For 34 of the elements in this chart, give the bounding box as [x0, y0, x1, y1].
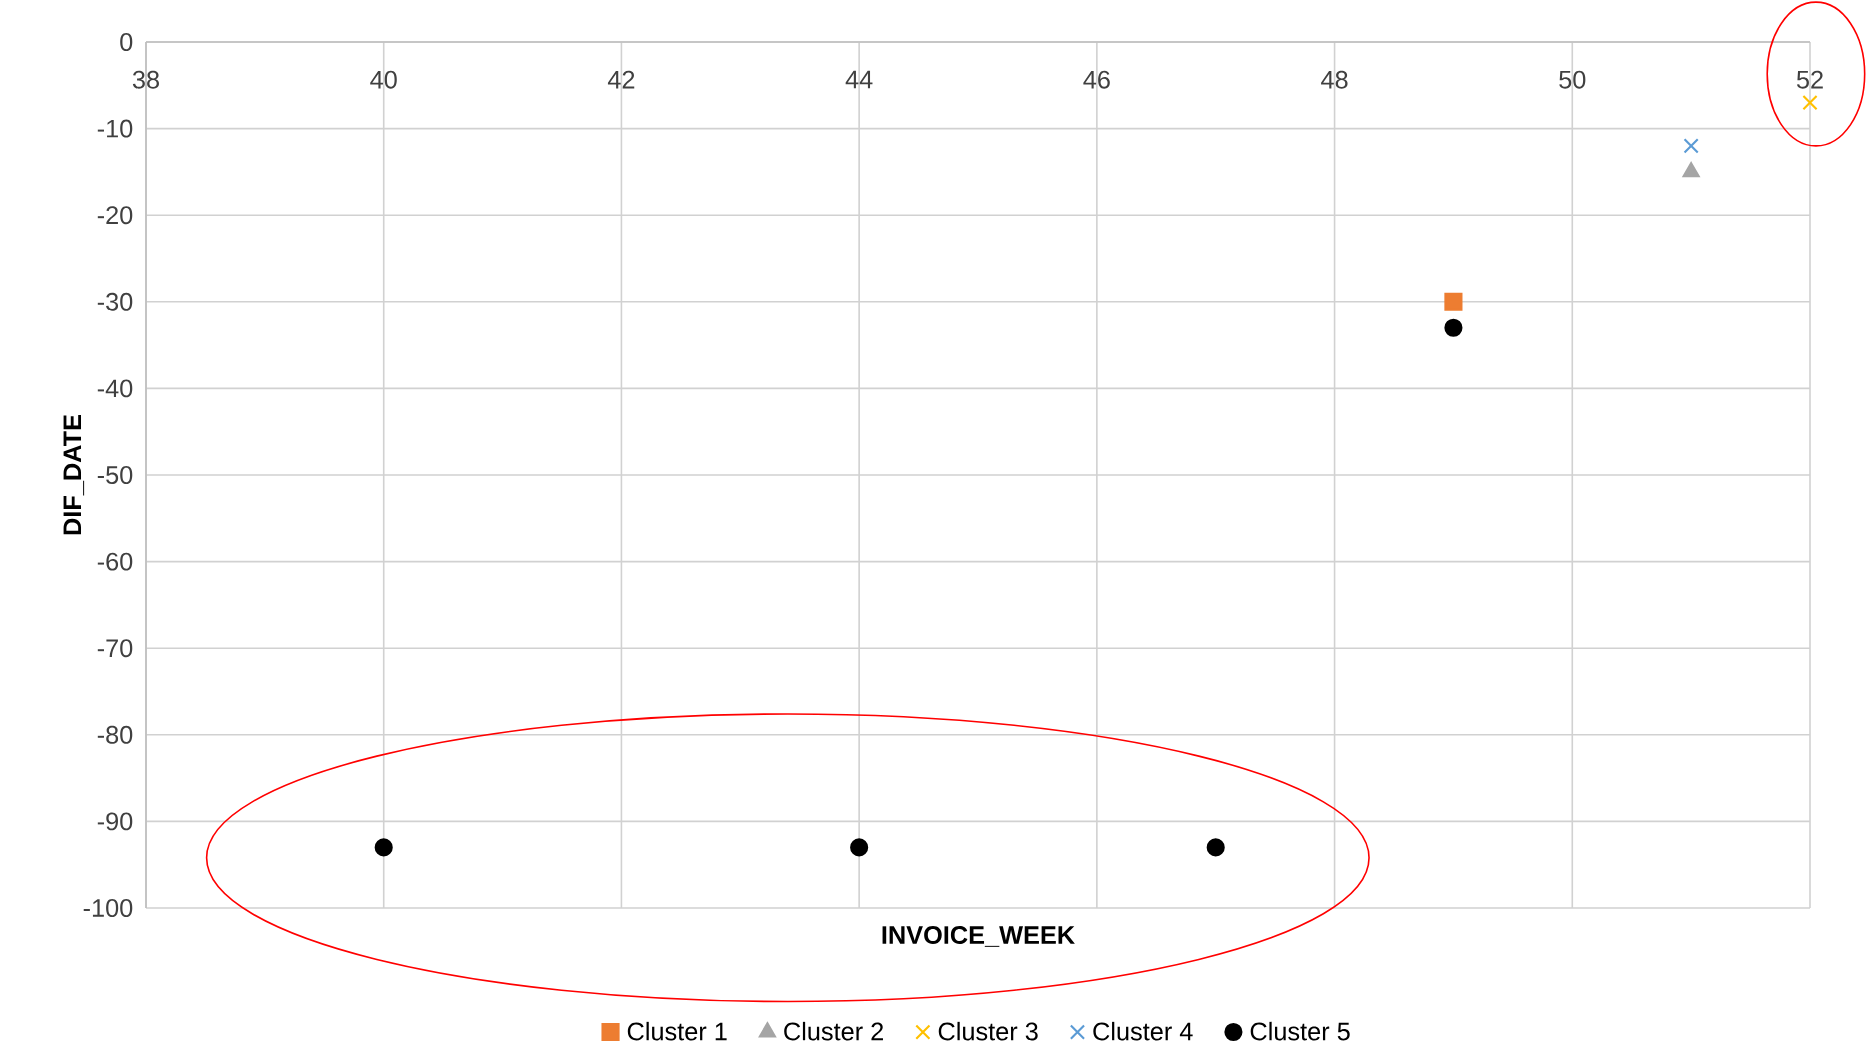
point	[1444, 318, 1463, 337]
point	[1682, 162, 1700, 178]
x-tick-label: 40	[370, 70, 397, 89]
y-tick-label: -60	[97, 552, 133, 571]
point	[1683, 138, 1699, 154]
y-tick-label: -90	[97, 812, 133, 831]
legend-label: Cluster 1	[627, 1021, 727, 1041]
y-tick-label: -100	[83, 899, 133, 917]
y-tick-label: -30	[97, 292, 133, 311]
y-tick-label: -80	[97, 725, 133, 744]
point	[1444, 292, 1463, 311]
x-tick-label: 52	[1796, 70, 1823, 89]
x-tick-label: 44	[845, 70, 873, 89]
x-tick-label: 46	[1083, 70, 1110, 89]
y-tick-label: -50	[97, 466, 133, 484]
y-tick-label: -40	[97, 379, 133, 398]
y-tick-label: -20	[97, 206, 133, 225]
point	[374, 838, 393, 857]
y-tick-label: -10	[97, 119, 133, 138]
point	[1802, 94, 1818, 111]
legend-label: Cluster 2	[784, 1021, 883, 1041]
x-tick-label: 38	[132, 70, 159, 89]
y-axis-title: DIF_DATE	[63, 415, 85, 535]
y-tick-label: -70	[97, 639, 133, 658]
legend-label: Cluster 5	[1250, 1021, 1350, 1041]
x-axis-title: INVOICE_WEEK	[882, 926, 1075, 947]
x-tick-label: 50	[1559, 70, 1586, 89]
x-tick-label: 42	[607, 70, 635, 89]
point	[1206, 838, 1225, 857]
y-tick-label: 0	[120, 33, 133, 51]
legend-label: Cluster 3	[938, 1021, 1038, 1041]
x-tick-label: 48	[1321, 70, 1348, 89]
legend-label: Cluster 4	[1093, 1021, 1193, 1041]
point	[850, 838, 869, 857]
